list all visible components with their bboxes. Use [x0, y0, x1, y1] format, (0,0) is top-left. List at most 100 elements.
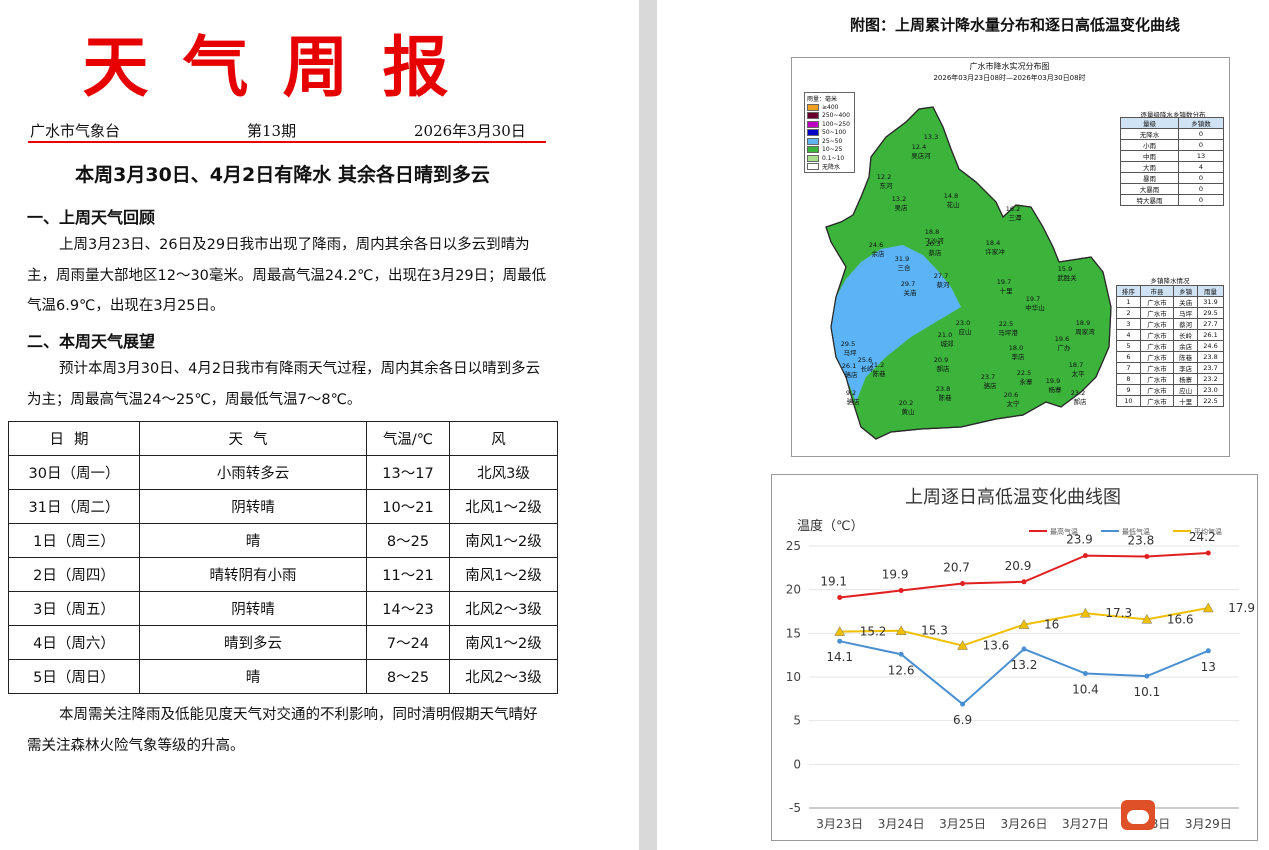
data-label: 20.9	[1005, 559, 1032, 573]
station-name: 广办	[1058, 343, 1072, 352]
rank-row-header: 排序 市县 乡镇 雨量	[1116, 285, 1224, 297]
data-point	[1018, 619, 1030, 629]
rank-row-cell: 李店	[1173, 362, 1198, 374]
forecast-temp: 11～21	[366, 557, 450, 592]
data-label: 15.3	[921, 624, 948, 638]
station-name: 长岭	[861, 364, 875, 373]
map-legend-item: 100~250	[807, 120, 852, 129]
y-tick-label: 25	[786, 539, 801, 553]
data-point	[837, 638, 843, 644]
data-point	[898, 588, 904, 594]
data-point	[960, 581, 966, 587]
legend-swatch	[807, 129, 819, 137]
station-name: 许家冲	[985, 247, 1005, 256]
station-name: 马坪	[844, 349, 858, 357]
station-name: 蔡店	[929, 248, 943, 257]
station-value: 20.6	[1004, 391, 1018, 399]
grade-row: 大暴雨 0	[1120, 183, 1224, 195]
headline: 本周3月30日、4月2日有降水 其余各日晴到多云	[75, 164, 490, 186]
issue-number: 第13期	[247, 122, 297, 140]
rank-row-cell: 22.5	[1197, 395, 1224, 407]
data-point	[1021, 646, 1027, 652]
forecast-date: 1日（周三）	[8, 523, 140, 558]
data-point	[837, 595, 843, 601]
forecast-temp: 8～25	[366, 659, 450, 694]
grade-row-cell: 0	[1178, 183, 1224, 195]
rank-row: 2 广水市 马坪 29.5	[1116, 307, 1224, 319]
grade-row-header-cell: 量级	[1120, 117, 1179, 129]
station-name: 武胜关	[1057, 273, 1077, 282]
rank-row-cell: 应山	[1173, 384, 1198, 396]
rank-row-cell: 6	[1116, 351, 1141, 363]
station-name: 十里	[1000, 286, 1014, 295]
map-legend: 雨量：毫米 ≥400 250~400 100~250 50~100 25~50 10~25…	[804, 92, 855, 173]
rank-row-cell: 蔡河	[1173, 318, 1198, 330]
rank-row: 6 广水市 陈巷 23.8	[1116, 351, 1224, 363]
station-value: 23.0	[956, 319, 970, 327]
station-value: 19.9	[1046, 377, 1060, 385]
forecast-table: 日期 天气 气温/℃ 风 30日（周一） 小雨转多云 13～17 北风3级 31日（周二…	[8, 421, 558, 694]
station-name: 关庙	[904, 288, 918, 297]
header-rule	[28, 141, 546, 143]
rank-row-cell: 长岭	[1173, 329, 1198, 341]
y-tick-label: -5	[789, 801, 801, 815]
rank-row-cell: 广水市	[1139, 296, 1175, 308]
grade-row-cell: 13	[1178, 150, 1224, 162]
rank-row-cell: 广水市	[1139, 340, 1175, 352]
col-date: 日期	[8, 421, 140, 456]
y-tick-label: 10	[786, 670, 801, 684]
x-tick-label: 3月25日	[939, 817, 986, 831]
data-point	[1141, 613, 1153, 624]
data-point	[898, 651, 904, 657]
region-border	[825, 106, 1112, 440]
forecast-temp: 14～23	[366, 591, 450, 626]
forecast-row: 4日（周六） 晴到多云 7～24 南风1～2级	[8, 625, 558, 660]
data-label: 19.1	[820, 575, 847, 589]
station-name: 陈巷	[939, 393, 953, 402]
grade-row-cell: 小雨	[1120, 139, 1179, 151]
rank-row-cell: 9	[1116, 384, 1141, 396]
rank-row-cell: 广水市	[1139, 384, 1175, 396]
x-tick-label: 3月26日	[1001, 817, 1048, 831]
data-point	[834, 626, 846, 636]
data-label: 24.2	[1189, 530, 1216, 544]
station-name: 城郊	[941, 339, 955, 348]
rank-row-cell: 29.5	[1197, 307, 1224, 319]
legend-entry: 平均气温	[1194, 527, 1222, 536]
forecast-date: 4日（周六）	[8, 625, 140, 660]
forecast-weather: 晴	[139, 659, 367, 694]
rank-row-cell: 26.1	[1197, 329, 1224, 341]
station-name: 吴店河	[911, 151, 931, 160]
forecast-weather: 小雨转多云	[139, 455, 367, 490]
legend-label: 0.1~10	[822, 154, 845, 162]
grade-row-cell: 0	[1178, 194, 1224, 206]
map-legend-item: 无降水	[807, 163, 852, 171]
data-point	[1082, 671, 1088, 677]
closing-text: 本周需关注降雨及低能见度天气对交通的不利影响，同时清明假期天气晴好需关注森林火险…	[27, 707, 538, 754]
station-value: 31.9	[895, 255, 909, 263]
figure-caption: 附图：上周累计降水量分布和逐日高低温变化曲线	[849, 16, 1180, 34]
data-point	[1144, 553, 1150, 559]
station-value: 27.7	[934, 272, 948, 280]
masthead-title: 天气周报	[82, 28, 483, 106]
data-point	[1080, 607, 1091, 618]
station-name: 杨寨	[1049, 385, 1063, 394]
forecast-weather: 晴转阴有小雨	[139, 557, 367, 592]
section2-title: 二、本周天气展望	[27, 332, 156, 351]
rank-row: 4 广水市 长岭 26.1	[1116, 329, 1224, 341]
rank-row-cell: 广水市	[1139, 329, 1175, 341]
station-name: 吴店	[895, 203, 909, 212]
grade-row-cell: 无降水	[1120, 128, 1179, 140]
station-name: 飞沙河	[924, 237, 944, 245]
grade-row-cell: 大暴雨	[1120, 183, 1179, 195]
rank-row-cell: 广水市	[1139, 373, 1175, 385]
legend-label: 250~400	[822, 112, 850, 120]
region-blue	[831, 245, 961, 402]
rank-row: 8 广水市 杨寨 23.2	[1116, 373, 1224, 385]
station-value: 29.5	[841, 340, 855, 348]
forecast-wind: 北风3级	[449, 455, 558, 490]
watermark-logo-icon	[1121, 800, 1155, 830]
data-point	[1021, 579, 1027, 585]
data-label: 10.4	[1072, 683, 1099, 697]
x-tick-label: 3月27日	[1062, 817, 1109, 831]
